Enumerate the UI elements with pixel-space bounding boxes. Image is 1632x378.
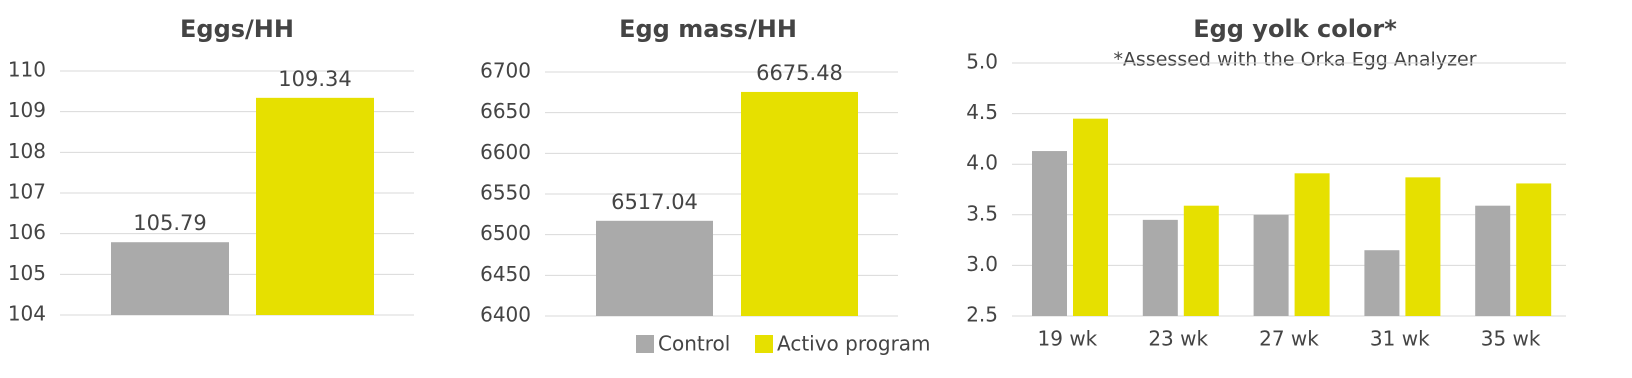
x-tick-label: 35 wk <box>1481 327 1541 351</box>
x-tick-label: 31 wk <box>1370 327 1430 351</box>
y-tick-label: 6700 <box>480 59 531 83</box>
bar <box>1183 205 1219 316</box>
bar <box>596 220 713 316</box>
value-label: 6517.04 <box>611 190 698 214</box>
legend-swatch <box>755 335 773 353</box>
bar <box>1516 183 1552 316</box>
y-tick-label: 6650 <box>480 99 531 123</box>
y-tick-label: 4.0 <box>966 151 998 175</box>
y-tick-label: 107 <box>8 180 46 204</box>
y-tick-label: 6500 <box>480 221 531 245</box>
bar <box>1294 173 1330 316</box>
bar <box>1253 214 1289 316</box>
bar <box>1073 118 1108 316</box>
bar <box>1405 177 1441 316</box>
value-label: 109.34 <box>278 67 351 91</box>
y-tick-label: 105 <box>8 261 46 285</box>
y-tick-label: 6400 <box>480 303 531 327</box>
y-tick-label: 4.5 <box>966 100 998 124</box>
x-tick-label: 23 wk <box>1148 327 1208 351</box>
chart-title: Eggs/HH <box>180 15 294 43</box>
value-label: 6675.48 <box>756 61 843 85</box>
value-label: 105.79 <box>133 211 206 235</box>
x-tick-label: 27 wk <box>1259 327 1319 351</box>
y-tick-label: 110 <box>8 58 46 82</box>
y-tick-label: 109 <box>8 98 46 122</box>
y-tick-label: 104 <box>8 302 46 326</box>
legend-label: Control <box>658 332 730 356</box>
y-tick-label: 108 <box>8 139 46 163</box>
legend-label: Activo program <box>777 332 931 356</box>
bar <box>1032 151 1067 316</box>
bar <box>256 97 374 315</box>
bar <box>1475 205 1511 316</box>
chart-title: Egg mass/HH <box>619 15 797 43</box>
bar <box>741 91 858 316</box>
chart-subtitle: *Assessed with the Orka Egg Analyzer <box>1113 49 1476 71</box>
chart-title: Egg yolk color* <box>1193 15 1397 43</box>
y-tick-label: 6550 <box>480 181 531 205</box>
bar <box>1364 250 1400 316</box>
y-tick-label: 6600 <box>480 140 531 164</box>
y-tick-label: 106 <box>8 220 46 244</box>
x-tick-label: 19 wk <box>1038 327 1098 351</box>
y-tick-label: 5.0 <box>966 50 998 74</box>
y-tick-label: 2.5 <box>966 303 998 327</box>
bar <box>1142 219 1178 316</box>
y-tick-label: 3.5 <box>966 201 998 225</box>
bar <box>111 242 229 315</box>
legend-swatch <box>636 335 654 353</box>
y-tick-label: 3.0 <box>966 252 998 276</box>
y-tick-label: 6450 <box>480 262 531 286</box>
